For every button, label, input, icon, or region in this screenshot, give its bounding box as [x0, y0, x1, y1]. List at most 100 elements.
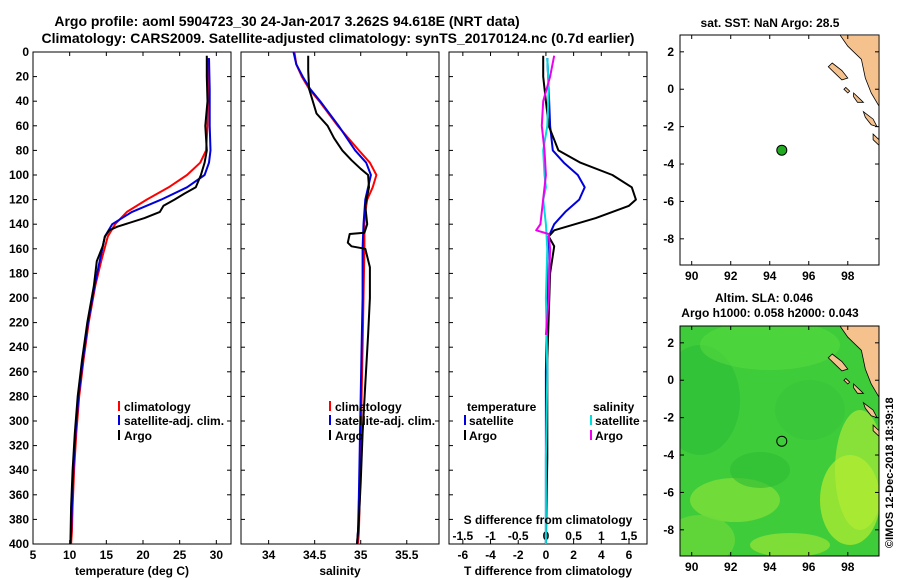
y-tick-label: 260	[9, 365, 29, 379]
y-tick-label: 120	[9, 193, 29, 207]
y-tick-label: 280	[9, 389, 29, 403]
imos-watermark: ©IMOS 12-Dec-2018 18:39:18	[884, 397, 896, 548]
sla-field-blob	[690, 478, 780, 522]
land-island	[843, 377, 851, 385]
map-x-tick-label: 92	[724, 560, 738, 574]
x-tick-label: 0	[543, 548, 550, 562]
y-tick-label: 80	[16, 143, 30, 157]
y-tick-label: 100	[9, 168, 29, 182]
series-line-satellite-adj-clim	[292, 51, 372, 545]
temperature-xlabel: temperature (deg C)	[75, 564, 189, 578]
y-tick-label: 0	[22, 45, 29, 59]
legend-t-argo-label: Argo	[469, 429, 497, 443]
temperature-axis-ticks: 0 20 40 60 80 100 120 140 160 180 200 220 240 260 280 3…	[9, 45, 231, 562]
salinity-xlabel: salinity	[319, 564, 361, 578]
legend-argo-label: Argo	[335, 429, 363, 443]
sla-map-frame	[679, 325, 880, 557]
y-tick-label: 300	[9, 414, 29, 428]
sla-field-blob	[730, 452, 790, 488]
map-x-tick-label: 96	[802, 269, 816, 283]
salinity-series	[292, 51, 378, 545]
s-tick-label: 1.5	[621, 529, 638, 543]
x-tick-label: 10	[63, 548, 77, 562]
sla-map-ticks: 2 0 -2 -4 -6 -8 90 92 94 96 98	[663, 326, 879, 574]
map-y-tick-label: -4	[663, 157, 674, 171]
sla-map-field	[680, 326, 879, 556]
legend-temperature-heading: temperature	[467, 400, 537, 414]
legend-climatology-label: climatology	[335, 400, 402, 414]
sla-field-blob	[700, 326, 840, 370]
s-tick-label: 0.5	[565, 529, 582, 543]
x-tick-label: 30	[210, 548, 224, 562]
sla-map-argo-location	[776, 435, 788, 447]
sla-map-land	[827, 326, 879, 437]
y-tick-label: 240	[9, 340, 29, 354]
x-tick-label: 25	[173, 548, 187, 562]
land-island	[827, 62, 849, 81]
x-tick-label: 34.5	[303, 548, 327, 562]
legend-climatology-label: climatology	[124, 400, 191, 414]
map-y-tick-label: 2	[667, 45, 674, 59]
legend-argo-label: Argo	[124, 429, 152, 443]
y-tick-label: 360	[9, 488, 29, 502]
x-tick-label: 34	[262, 548, 276, 562]
legend-s-satellite-label: satellite	[595, 414, 640, 428]
difference-series	[535, 55, 637, 545]
legend-t-satellite-label: satellite	[469, 414, 514, 428]
x-tick-label: 5	[30, 548, 37, 562]
map-y-tick-label: -4	[663, 448, 674, 462]
y-tick-label: 160	[9, 242, 29, 256]
legend-salinity-heading: salinity	[593, 400, 635, 414]
sst-map-ticks: 2 0 -2 -4 -6 -8 90 92 94 96 98	[663, 35, 879, 283]
land-island	[853, 92, 865, 103]
series-line-argo	[69, 55, 209, 545]
map-y-tick-label: -6	[663, 485, 674, 499]
land-island	[843, 86, 851, 94]
x-tick-label: 35.5	[395, 548, 419, 562]
map-x-tick-label: 98	[841, 560, 855, 574]
temperature-panel-frame	[32, 51, 232, 545]
sst-map-land	[827, 35, 879, 146]
salinity-panel-frame	[240, 51, 440, 545]
s-tick-label: -1.5	[453, 529, 474, 543]
y-tick-label: 320	[9, 439, 29, 453]
x-tick-label: -2	[513, 548, 524, 562]
sla-field-blob	[820, 455, 879, 545]
map-x-tick-label: 90	[685, 269, 699, 283]
map-x-tick-label: 90	[685, 560, 699, 574]
sla-field-blob	[680, 345, 740, 455]
y-tick-label: 20	[16, 70, 30, 84]
y-tick-label: 40	[16, 94, 30, 108]
y-tick-label: 400	[9, 537, 29, 551]
land-island	[827, 353, 849, 372]
figure-title-line2: Climatology: CARS2009. Satellite-adjuste…	[42, 30, 635, 46]
map-y-tick-label: -2	[663, 120, 674, 134]
map-x-tick-label: 94	[763, 560, 777, 574]
sla-map-title-line2: Argo h1000: 0.058 h2000: 0.043	[681, 306, 859, 320]
x-tick-label: 20	[136, 548, 150, 562]
x-tick-label: -4	[485, 548, 496, 562]
series-line-argo	[307, 55, 371, 545]
salinity-axis-ticks: 34 34.5 35 35.5	[241, 51, 439, 562]
map-x-tick-label: 92	[724, 269, 738, 283]
temperature-series	[69, 55, 212, 545]
map-y-tick-label: -2	[663, 411, 674, 425]
y-tick-label: 140	[9, 217, 29, 231]
y-tick-label: 340	[9, 463, 29, 477]
sst-map-title: sat. SST: NaN Argo: 28.5	[701, 16, 840, 30]
difference-legend-temperature: temperature satellite Argo	[464, 400, 537, 443]
series-line-climatology	[293, 51, 378, 545]
map-y-tick-label: -8	[663, 523, 674, 537]
y-tick-label: 60	[16, 119, 30, 133]
map-x-tick-label: 94	[763, 269, 777, 283]
s-tick-label: 1	[598, 529, 605, 543]
map-y-tick-label: -8	[663, 232, 674, 246]
difference-xlabel: T difference from climatology	[464, 564, 632, 578]
s-tick-label: -1	[485, 529, 496, 543]
map-y-tick-label: 0	[667, 373, 674, 387]
series-line-salinity-argo	[535, 55, 556, 335]
sla-field-blob	[750, 533, 830, 556]
y-tick-label: 200	[9, 291, 29, 305]
y-tick-label: 220	[9, 316, 29, 330]
land-island	[872, 133, 879, 146]
